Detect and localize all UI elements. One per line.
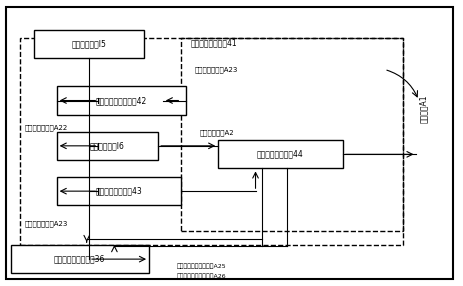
Bar <box>56 177 181 205</box>
Text: 用电计划跟踪模块43: 用电计划跟踪模块43 <box>95 187 142 196</box>
Text: 用电计划管理模块41: 用电计划管理模块41 <box>190 38 237 47</box>
Bar <box>34 30 144 58</box>
Bar <box>11 245 149 273</box>
Text: 网络信息模块I5: 网络信息模块I5 <box>71 39 106 48</box>
Text: 计划跟踪功能启动信号A25: 计划跟踪功能启动信号A25 <box>176 263 226 269</box>
Text: 信息总线A1: 信息总线A1 <box>418 95 427 123</box>
Text: 储能充放电优化模块42: 储能充放电优化模块42 <box>95 96 147 105</box>
Text: 功率互济模块I6: 功率互济模块I6 <box>90 141 125 150</box>
Bar <box>218 140 342 168</box>
Text: 全时段用电计划A23: 全时段用电计划A23 <box>194 66 238 73</box>
Text: 全时段用电计划A23: 全时段用电计划A23 <box>25 221 68 227</box>
Text: 计划跟踪功能停止信号A26: 计划跟踪功能停止信号A26 <box>176 273 226 279</box>
Bar <box>20 38 402 245</box>
Text: 分阶段用电计划A22: 分阶段用电计划A22 <box>25 124 68 131</box>
Bar <box>181 38 402 231</box>
Text: 启停计划跟踪模块44: 启停计划跟踪模块44 <box>257 150 303 159</box>
Bar <box>56 132 158 160</box>
Text: 交换功率定值A2: 交换功率定值A2 <box>199 130 234 136</box>
Text: 能量监控与显示模块36: 能量监控与显示模块36 <box>54 255 105 264</box>
Bar <box>56 86 186 115</box>
